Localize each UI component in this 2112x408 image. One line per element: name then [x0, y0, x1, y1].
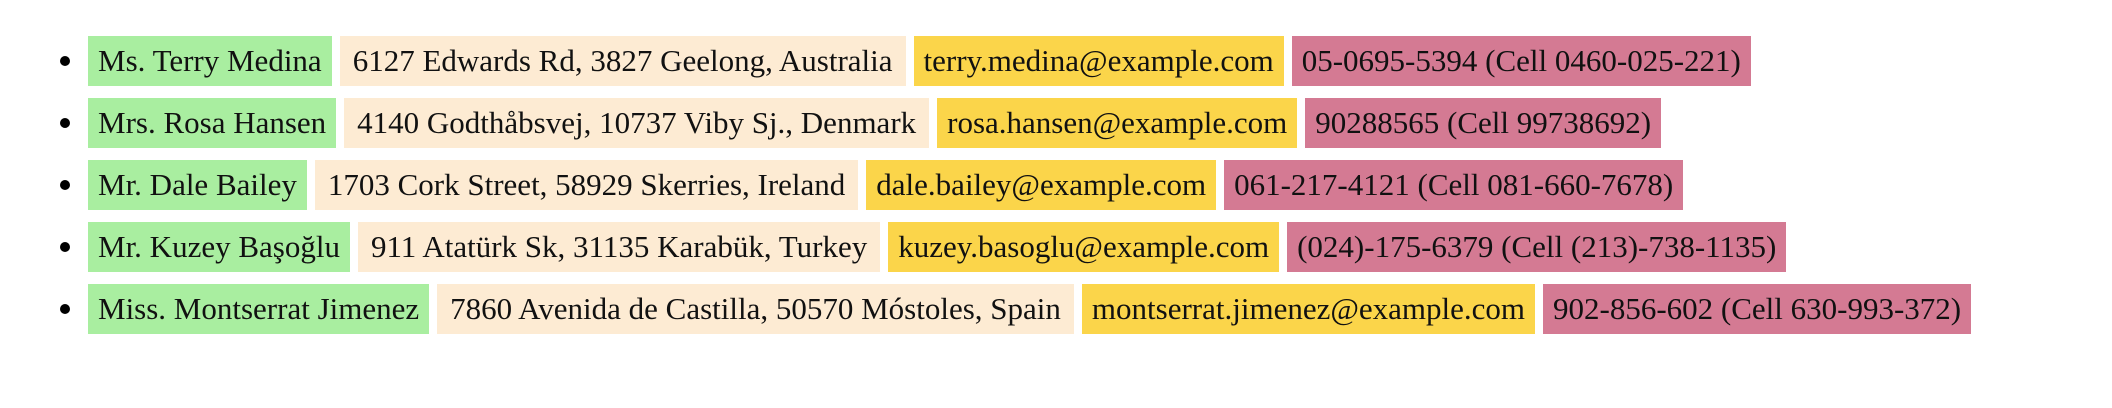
contact-phone: (024)-175-6379 (Cell (213)-738-1135)	[1287, 222, 1787, 272]
contact-row: Mr. Dale Bailey 1703 Cork Street, 58929 …	[0, 160, 1979, 210]
contact-phone: 061-217-4121 (Cell 081-660-7678)	[1224, 160, 1684, 210]
contact-phone: 05-0695-5394 (Cell 0460-025-221)	[1291, 36, 1751, 86]
contact-row: Mr. Kuzey Başoğlu 911 Atatürk Sk, 31135 …	[0, 222, 1979, 272]
contact-address: 7860 Avenida de Castilla, 50570 Móstoles…	[437, 284, 1074, 334]
bullet-icon	[60, 118, 70, 128]
contact-address: 6127 Edwards Rd, 3827 Geelong, Australia	[339, 36, 906, 86]
contact-row: Mrs. Rosa Hansen 4140 Godthåbsvej, 10737…	[0, 98, 1979, 148]
contact-email: kuzey.basoglu@example.com	[888, 222, 1280, 272]
contact-phone: 90288565 (Cell 99738692)	[1305, 98, 1662, 148]
bullet-icon	[60, 242, 70, 252]
contact-email: terry.medina@example.com	[913, 36, 1284, 86]
contact-address: 911 Atatürk Sk, 31135 Karabük, Turkey	[357, 222, 881, 272]
bullet-icon	[60, 56, 70, 66]
bullet-icon	[60, 180, 70, 190]
contact-row: Miss. Montserrat Jimenez 7860 Avenida de…	[0, 284, 1979, 334]
contact-row: Ms. Terry Medina 6127 Edwards Rd, 3827 G…	[0, 36, 1979, 86]
contact-address: 4140 Godthåbsvej, 10737 Viby Sj., Denmar…	[344, 98, 930, 148]
contact-name: Mrs. Rosa Hansen	[88, 98, 337, 148]
contact-phone: 902-856-602 (Cell 630-993-372)	[1543, 284, 1972, 334]
contact-name: Mr. Kuzey Başoğlu	[88, 222, 350, 272]
contact-name: Mr. Dale Bailey	[88, 160, 307, 210]
contact-name: Ms. Terry Medina	[88, 36, 332, 86]
contact-name: Miss. Montserrat Jimenez	[88, 284, 430, 334]
contact-email: dale.bailey@example.com	[866, 160, 1217, 210]
contact-list: Ms. Terry Medina 6127 Edwards Rd, 3827 G…	[0, 36, 1979, 346]
contact-email: rosa.hansen@example.com	[937, 98, 1298, 148]
bullet-icon	[60, 304, 70, 314]
contact-email: montserrat.jimenez@example.com	[1081, 284, 1536, 334]
contact-address: 1703 Cork Street, 58929 Skerries, Irelan…	[314, 160, 859, 210]
